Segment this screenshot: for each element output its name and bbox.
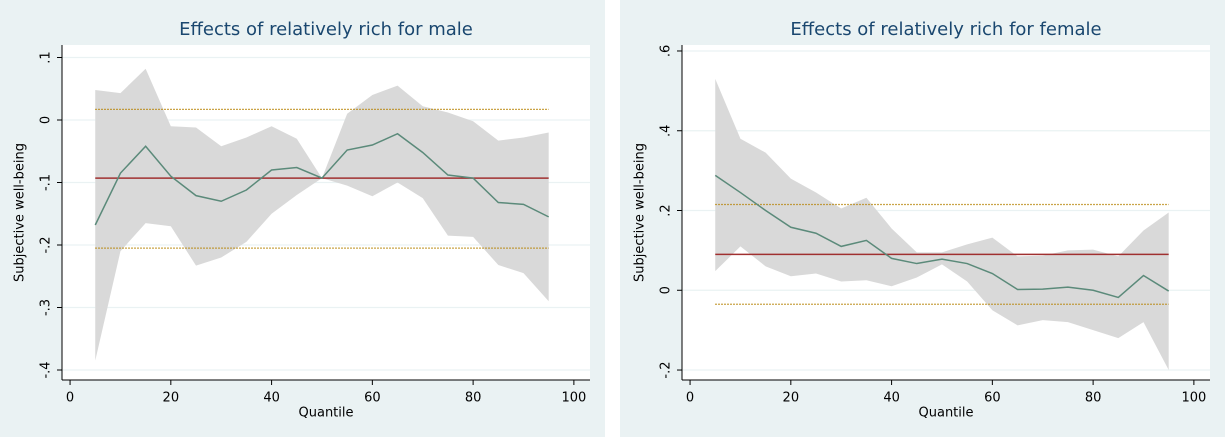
y-tick-label: -.2 [39,236,54,253]
y-tick-label: 0 [39,116,54,124]
confidence-band [715,78,1169,371]
y-tick-label: -.3 [39,299,54,316]
y-tick-label: -.1 [39,174,54,191]
y-tick-label: .6 [659,45,674,57]
y-tick-label: .4 [659,125,674,137]
y-tick-label: -.2 [659,361,674,378]
y-axis-label: Subjective well-being [13,143,28,282]
x-tick-label: 80 [1085,391,1102,406]
x-tick-label: 80 [465,391,482,406]
y-tick-label: -.4 [39,361,54,378]
chart-panel: Effects of relatively rich for female -.2… [620,0,1225,437]
x-tick-label: 100 [561,391,586,406]
x-tick-label: 0 [686,391,694,406]
estimate-line [94,132,550,226]
x-tick-label: 40 [883,391,900,406]
confidence-band [95,68,549,361]
x-tick-label: 20 [163,391,180,406]
x-tick-label: 60 [364,391,381,406]
x-tick-label: 20 [783,391,800,406]
chart-panel: Effects of relatively rich for male -.4 -.… [0,0,605,437]
x-tick-label: 0 [66,391,74,406]
x-tick-label: 60 [984,391,1001,406]
estimate-line [714,174,1170,299]
x-axis-label: Quantile [919,406,974,421]
y-axis-label: Subjective well-being [633,143,648,282]
x-axis-label: Quantile [299,406,354,421]
chart-title: Effects of relatively rich for female [790,19,1101,40]
chart-title: Effects of relatively rich for male [179,19,473,40]
y-tick-label: 0 [659,286,674,294]
y-tick-label: .1 [39,51,54,63]
x-tick-label: 100 [1181,391,1206,406]
x-tick-label: 40 [263,391,280,406]
y-tick-label: .2 [659,204,674,216]
